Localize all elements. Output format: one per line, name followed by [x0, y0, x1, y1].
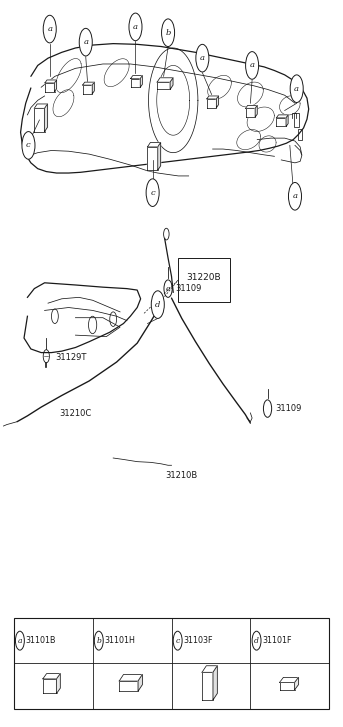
Circle shape: [22, 132, 35, 159]
Text: 31101F: 31101F: [262, 636, 292, 645]
Text: 31210C: 31210C: [59, 409, 92, 417]
Circle shape: [246, 52, 259, 79]
Polygon shape: [147, 147, 158, 170]
Polygon shape: [213, 666, 217, 700]
Text: d: d: [254, 637, 259, 645]
Polygon shape: [45, 83, 55, 92]
Polygon shape: [216, 96, 218, 108]
Circle shape: [173, 631, 182, 650]
Circle shape: [252, 631, 261, 650]
Polygon shape: [138, 675, 142, 691]
Bar: [14, 618, 329, 709]
Text: c: c: [26, 141, 31, 150]
Text: a: a: [200, 54, 205, 63]
Polygon shape: [280, 683, 295, 690]
Polygon shape: [246, 105, 257, 108]
Bar: [178, 258, 230, 302]
Circle shape: [43, 15, 56, 43]
Text: 31220B: 31220B: [187, 273, 221, 282]
Bar: [298, 129, 302, 140]
Circle shape: [288, 182, 301, 210]
Text: e: e: [166, 284, 170, 293]
Bar: [294, 113, 299, 127]
Polygon shape: [34, 104, 47, 108]
Polygon shape: [119, 675, 142, 681]
Polygon shape: [131, 79, 140, 87]
Circle shape: [129, 13, 142, 41]
Polygon shape: [57, 674, 60, 694]
Polygon shape: [92, 82, 94, 94]
Text: a: a: [47, 25, 52, 33]
Polygon shape: [255, 105, 257, 117]
Text: 31109: 31109: [176, 284, 202, 293]
Text: 31101H: 31101H: [104, 636, 135, 645]
Circle shape: [151, 291, 164, 318]
Polygon shape: [295, 678, 298, 690]
Polygon shape: [207, 96, 218, 99]
Polygon shape: [202, 672, 213, 700]
Polygon shape: [147, 142, 161, 147]
Polygon shape: [45, 104, 47, 132]
Text: a: a: [250, 61, 255, 70]
Text: d: d: [155, 300, 161, 309]
Circle shape: [196, 44, 209, 72]
Polygon shape: [280, 678, 298, 683]
Polygon shape: [43, 679, 57, 694]
Circle shape: [15, 631, 24, 650]
Text: 31129T: 31129T: [55, 353, 86, 362]
Circle shape: [290, 75, 303, 103]
Polygon shape: [119, 681, 138, 691]
Text: 31101B: 31101B: [25, 636, 56, 645]
Polygon shape: [43, 674, 60, 679]
Circle shape: [94, 631, 103, 650]
Polygon shape: [202, 666, 217, 672]
Polygon shape: [276, 118, 286, 126]
Text: a: a: [294, 84, 299, 93]
Text: 31210B: 31210B: [166, 471, 198, 480]
Text: 31103F: 31103F: [183, 636, 213, 645]
Text: a: a: [133, 23, 138, 31]
Polygon shape: [83, 85, 92, 94]
Text: b: b: [96, 637, 101, 645]
Polygon shape: [157, 78, 173, 82]
Text: b: b: [165, 28, 171, 37]
Polygon shape: [276, 115, 288, 118]
Polygon shape: [246, 108, 255, 117]
Text: 31109: 31109: [275, 404, 301, 413]
Polygon shape: [207, 99, 216, 108]
Polygon shape: [158, 142, 161, 170]
Polygon shape: [55, 80, 57, 92]
Text: a: a: [293, 192, 297, 201]
Text: a: a: [17, 637, 22, 645]
Circle shape: [146, 179, 159, 206]
Polygon shape: [170, 78, 173, 89]
Polygon shape: [131, 76, 142, 79]
Polygon shape: [286, 115, 288, 126]
Polygon shape: [157, 82, 170, 89]
Circle shape: [162, 19, 175, 47]
Text: a: a: [83, 38, 88, 47]
Text: c: c: [176, 637, 180, 645]
Polygon shape: [83, 82, 94, 85]
Polygon shape: [34, 108, 45, 132]
Polygon shape: [140, 76, 142, 87]
Text: c: c: [150, 188, 155, 197]
Polygon shape: [45, 80, 57, 83]
Circle shape: [79, 28, 92, 56]
